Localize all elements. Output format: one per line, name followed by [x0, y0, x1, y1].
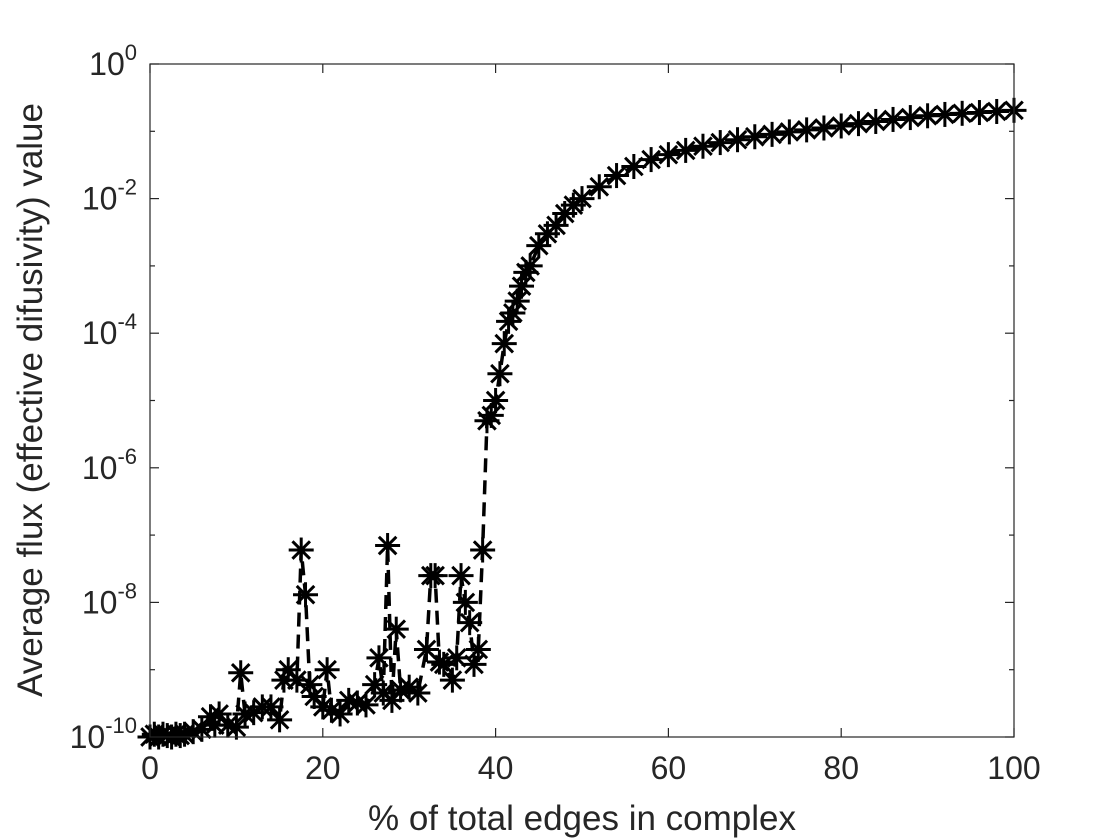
data-point — [327, 701, 353, 727]
data-point — [517, 253, 543, 279]
x-axis-label: % of total edges in complex — [368, 799, 797, 838]
y-tick-base: 10 — [70, 719, 106, 755]
data-point — [504, 288, 530, 314]
data-point — [621, 153, 647, 179]
data-point — [448, 563, 474, 589]
data-point — [314, 657, 340, 683]
data-point — [267, 707, 293, 733]
data-point — [228, 660, 254, 686]
data-point — [422, 563, 448, 589]
data-point — [439, 667, 465, 693]
data-point — [288, 537, 314, 563]
plot-background — [150, 64, 1014, 737]
data-point — [483, 388, 509, 413]
y-tick-base: 10 — [82, 450, 118, 486]
data-point — [465, 636, 491, 662]
data-point — [794, 117, 820, 143]
x-tick-label: 0 — [141, 750, 159, 786]
x-tick-label: 60 — [651, 750, 687, 786]
y-tick-label: 100 — [89, 40, 137, 82]
y-tick-base: 10 — [82, 181, 118, 217]
data-point — [405, 680, 431, 706]
series-markers — [137, 97, 1027, 750]
y-tick-label: 10-10 — [70, 713, 137, 755]
y-tick-label: 10-8 — [82, 578, 137, 620]
data-point — [604, 163, 630, 189]
data-point — [673, 137, 699, 163]
data-point — [828, 113, 854, 139]
data-point — [487, 361, 513, 387]
y-axis-label: Average flux (effective difusivity) valu… — [11, 103, 50, 697]
data-point — [949, 100, 975, 126]
data-point — [776, 119, 802, 145]
y-tick-exponent: -2 — [117, 175, 137, 200]
data-point — [655, 142, 681, 168]
data-point — [478, 402, 504, 428]
x-tick-label: 80 — [823, 750, 859, 786]
y-tick-label: 10-2 — [82, 175, 137, 217]
y-tick-exponent: -6 — [117, 444, 137, 469]
data-point — [353, 692, 379, 718]
y-tick-label: 10-4 — [82, 309, 137, 351]
data-point — [586, 174, 612, 200]
data-point — [470, 537, 496, 563]
data-point — [759, 121, 785, 147]
data-point — [293, 582, 319, 608]
y-tick-base: 10 — [89, 46, 125, 82]
data-point — [457, 610, 483, 636]
data-point — [880, 106, 906, 132]
y-tick-exponent: -4 — [117, 309, 137, 334]
data-point — [897, 105, 923, 131]
data-point — [690, 133, 716, 159]
data-point — [725, 127, 751, 153]
data-point — [375, 533, 401, 559]
data-point — [638, 147, 664, 173]
x-tick-labels: 0 20 40 60 80 100 — [141, 750, 1041, 786]
x-tick-label: 100 — [987, 750, 1040, 786]
data-point — [258, 694, 284, 720]
x-tick-label: 40 — [478, 750, 514, 786]
data-point — [845, 111, 871, 137]
data-point — [383, 616, 409, 642]
data-point — [863, 108, 889, 134]
data-point — [569, 186, 595, 212]
data-point — [742, 124, 768, 150]
data-point — [366, 645, 392, 671]
data-point — [811, 115, 837, 141]
data-point — [241, 700, 267, 726]
plot-box — [149, 63, 1015, 738]
x-tick-label: 20 — [305, 750, 341, 786]
y-tick-exponent: -10 — [105, 713, 137, 738]
y-tick-label: 10-6 — [82, 444, 137, 486]
data-point — [461, 651, 487, 677]
y-tick-base: 10 — [82, 315, 118, 351]
data-point — [452, 589, 478, 615]
data-point — [707, 130, 733, 156]
y-tick-exponent: 0 — [125, 40, 137, 65]
data-point — [491, 331, 517, 357]
data-point — [223, 714, 249, 740]
y-tick-base: 10 — [82, 584, 118, 620]
y-tick-exponent: -8 — [117, 578, 137, 603]
